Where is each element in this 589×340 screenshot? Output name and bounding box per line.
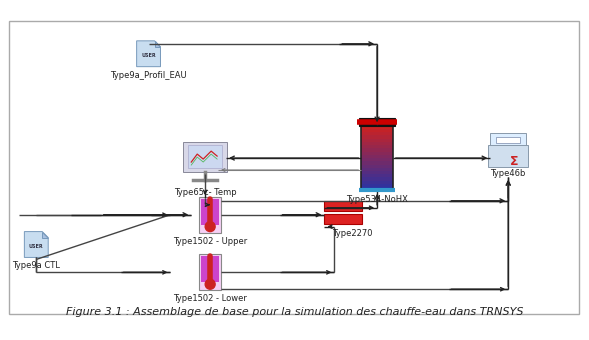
Bar <box>361 177 393 181</box>
Text: Type9a_Profil_EAU: Type9a_Profil_EAU <box>110 71 187 80</box>
Bar <box>361 142 393 146</box>
Bar <box>199 197 221 233</box>
Text: Type9a CTL: Type9a CTL <box>12 261 60 270</box>
Bar <box>325 214 362 224</box>
Bar <box>361 181 393 184</box>
Bar <box>359 118 395 126</box>
Text: Type1502 - Upper: Type1502 - Upper <box>173 237 247 245</box>
Bar <box>361 145 393 149</box>
Text: Type2270: Type2270 <box>332 228 372 238</box>
Bar <box>488 145 528 167</box>
Polygon shape <box>24 232 48 257</box>
Bar <box>361 161 393 165</box>
Text: USER: USER <box>141 53 156 58</box>
Text: Figure 3.1 : Assemblage de base pour la simulation des chauffe-eau dans TRNSYS: Figure 3.1 : Assemblage de base pour la … <box>66 307 524 317</box>
Bar <box>199 254 221 290</box>
Text: Type534-NoHX: Type534-NoHX <box>346 195 408 204</box>
Text: Type1502 - Lower: Type1502 - Lower <box>173 294 247 303</box>
Text: Type65c- Temp: Type65c- Temp <box>174 188 237 197</box>
Bar <box>188 145 222 168</box>
Bar <box>361 158 393 162</box>
Bar <box>361 168 393 171</box>
Polygon shape <box>154 41 160 47</box>
Bar <box>361 171 393 175</box>
Bar <box>361 126 393 130</box>
Bar <box>361 174 393 178</box>
Bar <box>325 201 362 211</box>
Bar <box>361 184 393 188</box>
Bar <box>361 126 393 190</box>
Bar <box>361 132 393 136</box>
Bar <box>183 142 227 172</box>
Polygon shape <box>137 41 160 67</box>
Bar <box>361 187 393 191</box>
Bar <box>201 199 219 225</box>
Polygon shape <box>42 232 48 238</box>
Bar <box>361 129 393 133</box>
Text: USER: USER <box>29 244 44 249</box>
Bar <box>361 155 393 158</box>
Bar <box>201 256 219 282</box>
Circle shape <box>205 222 215 232</box>
Bar <box>361 152 393 155</box>
Bar <box>361 135 393 139</box>
Bar <box>497 137 520 143</box>
Circle shape <box>205 279 215 289</box>
Text: Σ: Σ <box>510 155 518 168</box>
Text: Type46b: Type46b <box>491 169 526 178</box>
Bar <box>361 165 393 168</box>
Bar <box>361 139 393 142</box>
Bar <box>361 148 393 152</box>
Bar <box>490 133 526 145</box>
